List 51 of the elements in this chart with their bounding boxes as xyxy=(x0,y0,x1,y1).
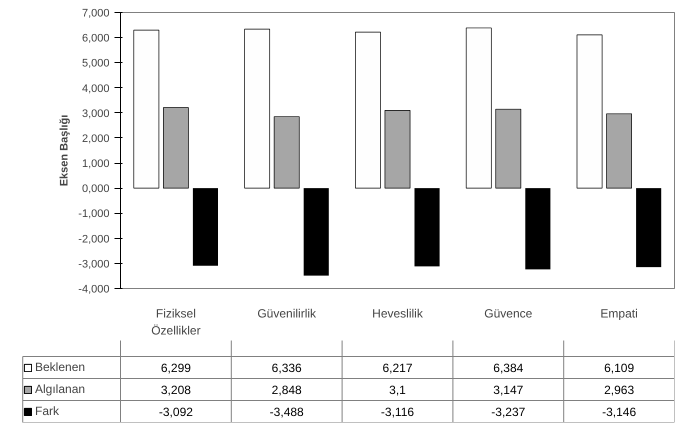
data-label: 3,147 xyxy=(493,383,524,397)
bar xyxy=(636,188,662,268)
legend-label: Algılanan xyxy=(35,381,86,398)
data-label: 2,963 xyxy=(604,383,634,397)
y-tick-label: 4,000 xyxy=(82,82,110,95)
bar xyxy=(576,34,602,188)
x-tick-label: Güvence xyxy=(484,306,533,320)
bar xyxy=(384,110,410,188)
bar xyxy=(162,107,189,188)
data-label: 6,299 xyxy=(160,361,192,375)
y-tick-label: 1,000 xyxy=(82,158,110,170)
x-tick-label: Fiziksel Özellikler xyxy=(151,306,201,338)
bar xyxy=(606,113,632,188)
data-label: 2,848 xyxy=(272,383,302,397)
x-tick-label: Empati xyxy=(600,306,638,320)
y-tick-label: 7,000 xyxy=(82,8,110,20)
y-tick-label: 6,000 xyxy=(82,32,110,45)
y-tick-label: -2,000 xyxy=(78,233,110,246)
legend-label: Fark xyxy=(35,403,59,420)
data-label: 6,336 xyxy=(272,361,302,375)
bar xyxy=(466,28,492,188)
bar xyxy=(274,116,300,188)
bar xyxy=(133,30,160,188)
y-tick-label: -4,000 xyxy=(78,284,110,296)
data-label: 6,109 xyxy=(604,361,634,375)
bar xyxy=(495,108,522,188)
bar xyxy=(244,28,270,188)
x-tick-label: Güvenilirlik xyxy=(257,306,318,320)
bar xyxy=(192,188,218,266)
data-label: -3,488 xyxy=(270,405,304,419)
y-tick-label: -1,000 xyxy=(78,208,110,220)
data-label: -3,092 xyxy=(158,405,194,419)
legend-label: Beklenen xyxy=(35,359,86,376)
data-label: 3,208 xyxy=(160,383,192,397)
x-tick-label: Heveslilik xyxy=(372,306,424,320)
data-label: -3,237 xyxy=(491,405,526,419)
y-tick-label: -3,000 xyxy=(78,258,110,270)
y-tick-label: 2,000 xyxy=(82,132,110,145)
y-axis-title: Eksen Başlığı xyxy=(58,114,70,186)
bar xyxy=(525,188,550,270)
data-label: 6,384 xyxy=(493,361,524,375)
data-label: 6,217 xyxy=(382,361,413,375)
bar xyxy=(304,188,329,276)
data-label: 3,1 xyxy=(389,383,406,397)
bar xyxy=(414,188,440,266)
bar xyxy=(355,32,381,188)
y-tick-label: 3,000 xyxy=(82,108,110,120)
y-tick-label: 0,000 xyxy=(82,183,110,196)
data-label: -3,146 xyxy=(602,405,636,419)
y-tick-label: 5,000 xyxy=(82,58,110,70)
data-label: -3,116 xyxy=(380,405,414,419)
